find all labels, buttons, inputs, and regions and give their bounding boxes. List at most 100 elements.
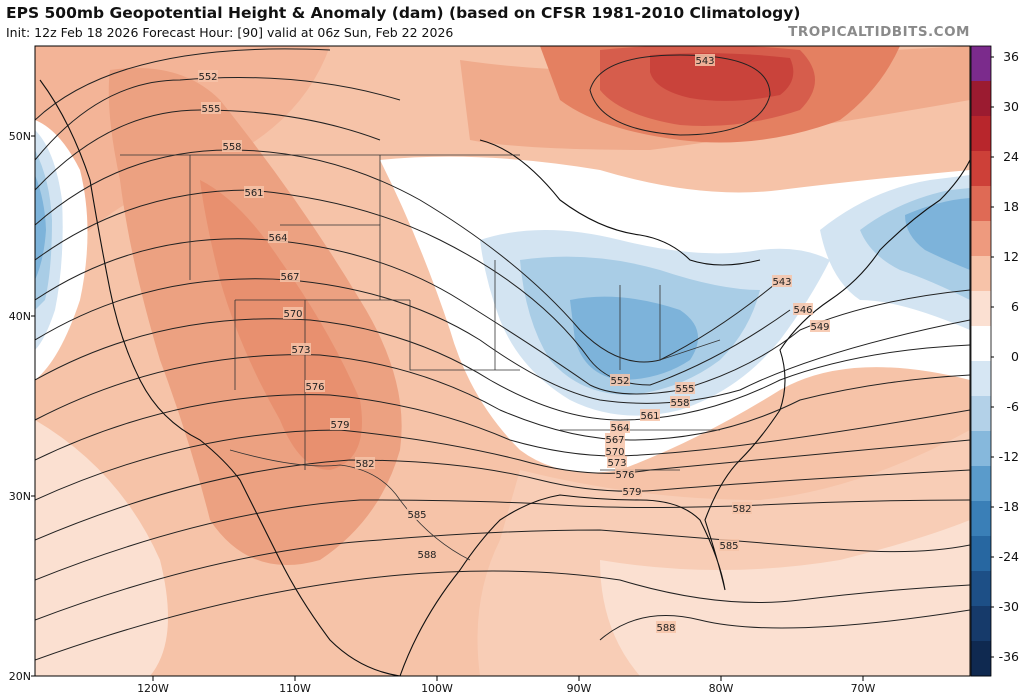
colorbar-label: -24 <box>999 549 1019 564</box>
lon-label: 100W <box>421 682 453 695</box>
colorbar-swatch <box>971 396 991 432</box>
contour-label: 573 <box>607 458 626 469</box>
colorbar-label: 24 <box>1003 149 1019 164</box>
colorbar-label: 30 <box>1003 99 1019 114</box>
colorbar-swatch <box>971 361 991 397</box>
contour-labels: 5525555585615645675705735765795825855885… <box>198 54 830 634</box>
contour-label-bg <box>793 303 813 315</box>
contour-label-bg <box>283 307 303 319</box>
colorbar-swatch <box>971 571 991 607</box>
contour-label-bg <box>695 54 715 66</box>
contour-label-bg <box>605 433 625 445</box>
contour-label: 588 <box>656 623 675 634</box>
contour-label: 585 <box>719 541 738 552</box>
contour-label: 570 <box>605 447 624 458</box>
contour-label: 561 <box>640 411 659 422</box>
colorbar-label: -12 <box>999 449 1019 464</box>
lat-label: 20N <box>9 670 31 683</box>
contour-label: 573 <box>291 345 310 356</box>
colorbar-swatch <box>971 81 991 117</box>
lat-label: 30N <box>9 490 31 503</box>
contour-label-bg <box>675 382 695 394</box>
colorbar-frame <box>970 45 992 677</box>
contour-label-bg <box>610 374 630 386</box>
colorbar-swatch <box>971 186 991 222</box>
brand-watermark: TROPICALTIDBITS.COM <box>788 24 970 40</box>
contour-label: 552 <box>610 376 629 387</box>
contour-label: 549 <box>810 322 829 333</box>
colorbar-label: 0 <box>1011 349 1019 364</box>
contour-label-bg <box>291 343 311 355</box>
colorbar-swatch <box>971 151 991 187</box>
colorbar-label: -36 <box>999 649 1019 664</box>
contour-label-bg <box>772 275 792 287</box>
coastlines <box>39 79 970 676</box>
lon-label: 80W <box>709 682 734 695</box>
contour-label-bg <box>305 380 325 392</box>
colorbar-label: 12 <box>1003 249 1019 264</box>
contour-label-bg <box>719 539 739 551</box>
contour-label-bg <box>407 508 427 520</box>
colorbar-swatch <box>971 536 991 572</box>
contour-label-bg <box>280 270 300 282</box>
colorbar-swatch <box>971 116 991 152</box>
contour-label-bg <box>222 140 242 152</box>
colorbar-swatch <box>971 641 991 677</box>
contour-label: 576 <box>305 382 324 393</box>
contour-label-bg <box>610 421 630 433</box>
colorbar-swatch <box>971 466 991 502</box>
contour-label: 558 <box>670 398 689 409</box>
colorbar-swatch <box>971 291 991 327</box>
contour-label: 561 <box>244 188 263 199</box>
contour-label-bg <box>201 102 221 114</box>
height-contours <box>35 48 970 661</box>
colorbar-swatch <box>971 221 991 257</box>
colorbar-swatch <box>971 46 991 82</box>
contour-label: 582 <box>732 504 751 515</box>
contour-label: 585 <box>407 510 426 521</box>
colorbar-label: 18 <box>1003 199 1019 214</box>
colorbar-swatch <box>971 606 991 642</box>
lon-label: 70W <box>851 682 876 695</box>
map-frame <box>34 45 971 677</box>
longitude-labels: 120W 110W 100W 90W 80W 70W <box>137 676 876 695</box>
contour-label: 546 <box>793 305 812 316</box>
contour-label-bg <box>656 621 676 633</box>
contour-label: 579 <box>330 420 349 431</box>
lon-label: 110W <box>279 682 311 695</box>
contour-label: 552 <box>198 72 217 83</box>
contour-label-bg <box>615 468 635 480</box>
contour-label-bg <box>244 186 264 198</box>
contour-label: 567 <box>605 435 624 446</box>
lon-label: 120W <box>137 682 169 695</box>
map-title: EPS 500mb Geopotential Height & Anomaly … <box>6 4 801 22</box>
colorbar-label: -18 <box>999 499 1019 514</box>
contour-label-bg <box>355 457 375 469</box>
contour-label: 564 <box>610 423 629 434</box>
contour-label: 579 <box>622 487 641 498</box>
contour-label-bg <box>732 502 752 514</box>
lat-label: 40N <box>9 310 31 323</box>
map-subtitle: Init: 12z Feb 18 2026 Forecast Hour: [90… <box>6 25 454 40</box>
contour-label: 555 <box>675 384 694 395</box>
contour-label: 576 <box>615 470 634 481</box>
colorbar-label: 6 <box>1011 299 1019 314</box>
colorbar-swatch <box>971 326 991 362</box>
contour-label: 555 <box>201 104 220 115</box>
contour-label: 564 <box>268 233 287 244</box>
contour-label: 567 <box>280 272 299 283</box>
contour-label-bg <box>622 485 642 497</box>
contour-label-bg <box>330 418 350 430</box>
colorbar: 36 30 24 18 12 6 0 -6 -12 -18 -24 -30 -36 <box>970 45 1019 677</box>
contour-label-bg <box>605 445 625 457</box>
contour-label-bg <box>670 396 690 408</box>
lat-label: 50N <box>9 130 31 143</box>
contour-label-bg <box>810 320 830 332</box>
colorbar-swatch <box>971 431 991 467</box>
contour-label: 543 <box>772 277 791 288</box>
contour-label: 582 <box>355 459 374 470</box>
colorbar-swatch <box>971 501 991 537</box>
contour-label-bg <box>640 409 660 421</box>
contour-label-bg <box>417 548 437 560</box>
